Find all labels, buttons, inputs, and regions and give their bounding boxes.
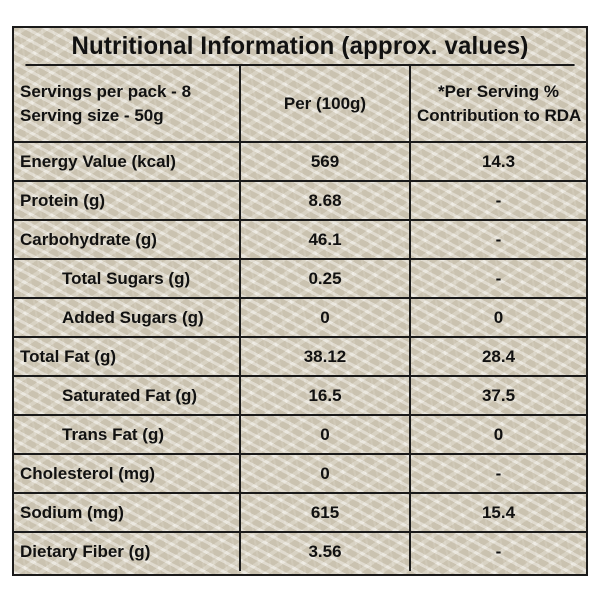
table-row: Sodium (mg) 615 15.4 (14, 492, 586, 533)
rda-value: - (409, 219, 586, 260)
per-100g-header: Per (100g) (239, 66, 411, 143)
per-100g-value: 0 (239, 297, 411, 338)
servings-per-pack: Servings per pack - 8 (20, 81, 192, 101)
rda-header-cell: *Per Serving % Contribution to RDA (409, 66, 586, 143)
nutrition-label: Nutritional Information (approx. values)… (12, 26, 588, 576)
nutrient-name: Cholesterol (mg) (14, 453, 241, 494)
per-100g-value: 569 (239, 141, 411, 182)
nutrient-name: Carbohydrate (g) (14, 219, 241, 260)
table-row: Total Fat (g) 38.12 28.4 (14, 336, 586, 377)
table-row: Added Sugars (g) 0 0 (14, 297, 586, 338)
table-row: Carbohydrate (g) 46.1 - (14, 219, 586, 260)
rda-value: 15.4 (409, 492, 586, 533)
per-100g-value: 3.56 (239, 531, 411, 571)
rda-value: - (409, 180, 586, 221)
table-row: Trans Fat (g) 0 0 (14, 414, 586, 455)
rda-value: 28.4 (409, 336, 586, 377)
per-100g-value: 16.5 (239, 375, 411, 416)
rda-value: 0 (409, 414, 586, 455)
table-header-row: Servings per pack - 8 Serving size - 50g… (14, 66, 586, 143)
table-row: Dietary Fiber (g) 3.56 - (14, 531, 586, 571)
nutrient-name: Trans Fat (g) (14, 414, 241, 455)
per-100g-value: 46.1 (239, 219, 411, 260)
per-100g-value: 0.25 (239, 258, 411, 299)
rda-value: - (409, 258, 586, 299)
rda-header-line2: Contribution to RDA (417, 105, 582, 125)
per-100g-value: 0 (239, 414, 411, 455)
nutrient-name: Added Sugars (g) (14, 297, 241, 338)
rda-value: - (409, 453, 586, 494)
rda-value: 14.3 (409, 141, 586, 182)
label-title: Nutritional Information (approx. values) (25, 28, 575, 66)
per-100g-value: 615 (239, 492, 411, 533)
servings-header-cell: Servings per pack - 8 Serving size - 50g (14, 66, 241, 143)
rda-value: 37.5 (409, 375, 586, 416)
per-100g-value: 38.12 (239, 336, 411, 377)
table-row: Energy Value (kcal) 569 14.3 (14, 141, 586, 182)
rda-header-line1: *Per Serving % (438, 81, 559, 101)
table-row: Protein (g) 8.68 - (14, 180, 586, 221)
nutrient-name: Total Sugars (g) (14, 258, 241, 299)
nutrient-name: Sodium (mg) (14, 492, 241, 533)
table-row: Total Sugars (g) 0.25 - (14, 258, 586, 299)
serving-size: Serving size - 50g (20, 105, 164, 125)
nutrition-table: Servings per pack - 8 Serving size - 50g… (14, 66, 586, 571)
nutrient-name: Energy Value (kcal) (14, 141, 241, 182)
table-row: Cholesterol (mg) 0 - (14, 453, 586, 494)
table-row: Saturated Fat (g) 16.5 37.5 (14, 375, 586, 416)
per-100g-value: 8.68 (239, 180, 411, 221)
nutrient-name: Saturated Fat (g) (14, 375, 241, 416)
nutrient-name: Protein (g) (14, 180, 241, 221)
rda-value: 0 (409, 297, 586, 338)
nutrient-name: Total Fat (g) (14, 336, 241, 377)
per-100g-value: 0 (239, 453, 411, 494)
rda-value: - (409, 531, 586, 571)
nutrient-name: Dietary Fiber (g) (14, 531, 241, 571)
